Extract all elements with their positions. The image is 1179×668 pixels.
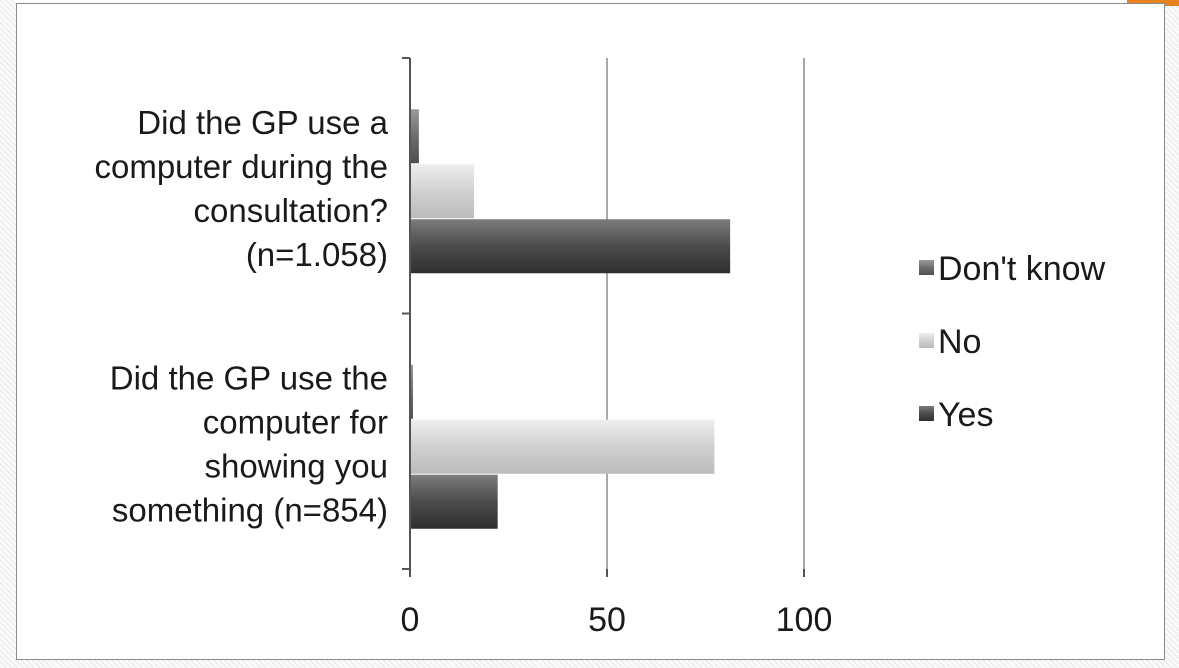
- right-hatch-border: [1165, 0, 1179, 668]
- category-label-line: computer during the: [94, 148, 388, 185]
- category-label-line: showing you: [205, 447, 388, 484]
- category-label-line: computer for: [203, 403, 388, 440]
- x-tick-label: 50: [588, 601, 626, 639]
- bar-yes: [411, 474, 498, 529]
- chart-panel: Did the GP use a computer during the consu…: [16, 3, 1165, 660]
- legend-swatch: [919, 406, 934, 421]
- bar-no: [411, 164, 475, 219]
- category-label-line: consultation?: [194, 192, 388, 229]
- legend-label: Don't know: [938, 250, 1106, 288]
- category-label-line: something (n=854): [112, 491, 388, 528]
- category-labels: Did the GP use a computer during the consu…: [94, 104, 388, 529]
- x-tick-label: 100: [776, 601, 833, 639]
- legend-swatch: [919, 260, 934, 275]
- bar-don-t-know: [411, 364, 413, 419]
- left-hatch-border: [0, 0, 16, 668]
- category-label-line: Did the GP use a: [137, 104, 388, 141]
- bar-yes: [411, 219, 731, 274]
- legend-label: No: [938, 323, 981, 361]
- bar-don-t-know: [411, 109, 419, 164]
- x-tick-label: 0: [401, 601, 420, 639]
- bottom-hatch-border: [0, 660, 1179, 668]
- category-label-line: Did the GP use the: [110, 359, 388, 396]
- bar-no: [411, 419, 715, 474]
- legend: Don't know No Yes: [919, 250, 1106, 434]
- category-label-line: (n=1.058): [246, 236, 388, 273]
- gridlines: [606, 58, 805, 569]
- axes: [402, 57, 805, 577]
- bar-chart: Did the GP use a computer during the consu…: [94, 57, 1106, 639]
- legend-swatch: [919, 333, 934, 348]
- bars: [411, 109, 731, 529]
- legend-label: Yes: [938, 396, 993, 434]
- x-tick-labels: 0 50 100: [401, 601, 833, 639]
